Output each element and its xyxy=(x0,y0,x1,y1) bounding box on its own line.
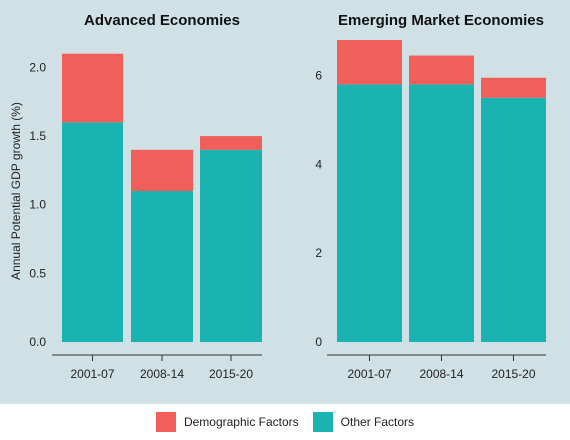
emerging-x-tick-label: 2015-20 xyxy=(491,367,535,381)
emerging-bar-other-2008-14 xyxy=(409,84,474,342)
advanced-x-tick-label: 2008-14 xyxy=(140,367,184,381)
advanced-y-tick-label: 0.5 xyxy=(29,266,46,280)
advanced-bar-demographic-2015-20 xyxy=(200,136,262,150)
advanced-y-tick-label: 1.0 xyxy=(29,198,46,212)
emerging-x-tick-label: 2001-07 xyxy=(347,367,391,381)
advanced-x-tick-label: 2001-07 xyxy=(70,367,114,381)
legend-swatch-demographic xyxy=(155,412,176,432)
emerging-bar-other-2015-20 xyxy=(481,97,546,342)
legend-label-demographic: Demographic Factors xyxy=(183,415,299,429)
advanced-y-axis-label: Annual Potential GDP growth (%) xyxy=(9,102,23,280)
legend-label-other: Other Factors xyxy=(340,415,415,429)
legend: Demographic Factors Other Factors xyxy=(0,404,570,440)
advanced-bar-other-2015-20 xyxy=(200,149,262,342)
advanced-y-tick-label: 0.0 xyxy=(29,335,46,349)
chart-canvas: Advanced Economies Annual Potential GDP g… xyxy=(9,12,546,381)
legend-swatch-other xyxy=(312,412,333,432)
advanced-chart-title: Advanced Economies xyxy=(84,12,240,29)
emerging-bar-demographic-2001-07 xyxy=(337,40,402,85)
legend-item-other: Other Factors xyxy=(312,412,415,432)
advanced-bar-other-2001-07 xyxy=(62,122,123,342)
emerging-bar-demographic-2015-20 xyxy=(481,77,546,98)
emerging-y-tick-label: 4 xyxy=(315,157,322,171)
emerging-x-tick-label: 2008-14 xyxy=(419,367,463,381)
legend-item-demographic: Demographic Factors xyxy=(155,412,299,432)
advanced-bar-other-2008-14 xyxy=(131,191,193,342)
advanced-y-tick-label: 1.5 xyxy=(29,129,46,143)
emerging-bar-other-2001-07 xyxy=(337,84,402,342)
emerging-bar-demographic-2008-14 xyxy=(409,55,474,85)
advanced-bar-demographic-2008-14 xyxy=(131,149,193,191)
emerging-chart-title: Emerging Market Economies xyxy=(338,12,544,29)
advanced-bar-demographic-2001-07 xyxy=(62,53,123,123)
advanced-y-tick-label: 2.0 xyxy=(29,60,46,74)
advanced-x-tick-label: 2015-20 xyxy=(209,367,253,381)
emerging-y-tick-label: 6 xyxy=(315,69,322,83)
emerging-y-tick-label: 2 xyxy=(315,246,322,260)
emerging-y-tick-label: 0 xyxy=(315,335,322,349)
